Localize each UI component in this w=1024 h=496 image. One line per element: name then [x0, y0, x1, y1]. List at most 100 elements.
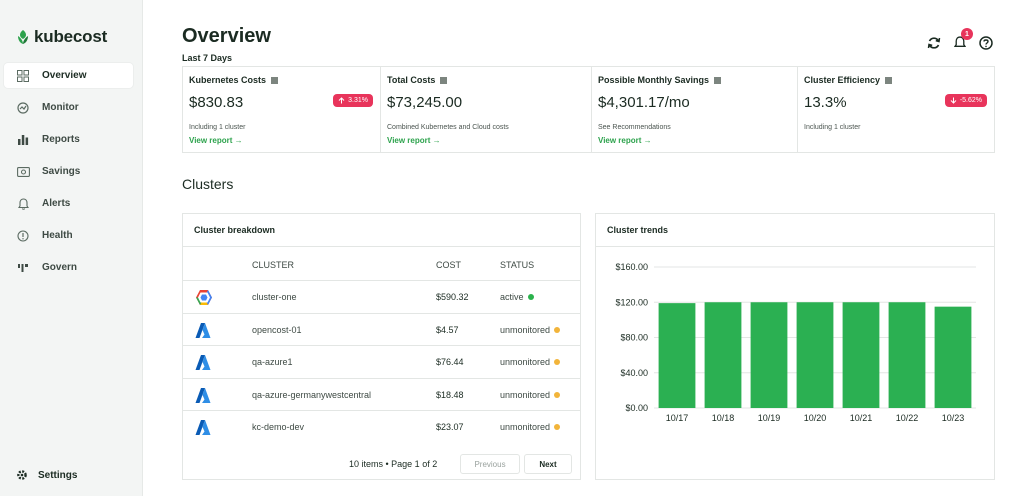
table-row[interactable]: cluster-one $590.32 active — [183, 281, 580, 314]
azure-icon — [195, 387, 213, 404]
kpi-title-text: Total Costs — [387, 75, 436, 85]
arrow-up-icon — [338, 97, 345, 104]
cluster-cost: $4.57 — [436, 324, 459, 335]
cluster-name: qa-azure1 — [252, 357, 293, 367]
x-tick-label: 10/21 — [850, 413, 873, 423]
sidebar-item-overview[interactable]: Overview — [4, 63, 133, 88]
y-tick-label: $120.00 — [615, 297, 648, 307]
sidebar-item-label: Monitor — [42, 102, 79, 113]
info-icon[interactable] — [440, 76, 448, 84]
column-header-cluster[interactable]: CLUSTER — [252, 260, 295, 270]
kpi-change-badge: 3.31% — [333, 94, 373, 107]
info-icon[interactable] — [271, 76, 279, 84]
info-icon[interactable] — [714, 76, 722, 84]
bar-10-22[interactable] — [888, 302, 926, 408]
cluster-status: unmonitored — [500, 389, 561, 400]
status-text: active — [500, 292, 524, 302]
cluster-cost: $18.48 — [436, 389, 464, 400]
view-report-link[interactable]: View report → — [189, 136, 243, 145]
sidebar-item-govern[interactable]: Govern — [4, 255, 133, 280]
gauge-icon — [16, 101, 30, 115]
kpi-title: Cluster Efficiency — [804, 75, 893, 85]
bar-chart-icon — [16, 133, 30, 147]
cluster-cost: $23.07 — [436, 422, 464, 432]
bar-10-18[interactable] — [704, 302, 742, 408]
gcp-icon — [195, 289, 213, 306]
bar-10-23[interactable] — [934, 306, 972, 408]
next-button[interactable]: Next — [524, 454, 572, 474]
page-title: Overview — [182, 25, 271, 47]
table-row[interactable]: opencost-01 $4.57 unmonitored — [183, 314, 580, 346]
view-report-link[interactable]: View report → — [598, 136, 652, 145]
kpi-kubernetes-costs: Kubernetes Costs $830.83 3.31% Including… — [183, 67, 381, 152]
sidebar-item-savings[interactable]: Savings — [4, 159, 133, 184]
sidebar-item-monitor[interactable]: Monitor — [4, 95, 133, 120]
kpi-cards: Kubernetes Costs $830.83 3.31% Including… — [182, 66, 995, 153]
azure-icon — [195, 322, 213, 339]
bar-10-19[interactable] — [750, 302, 788, 408]
sidebar-item-reports[interactable]: Reports — [4, 127, 133, 152]
grid-icon — [16, 69, 30, 83]
status-text: unmonitored — [500, 389, 551, 400]
x-tick-label: 10/19 — [758, 413, 781, 423]
sidebar-nav: Overview Monitor Reports Savings Alerts — [4, 63, 133, 287]
view-report-link[interactable]: View report → — [387, 136, 441, 145]
kpi-title-text: Kubernetes Costs — [189, 75, 267, 85]
cluster-breakdown-panel: Cluster breakdown CLUSTER COST STATUS cl… — [182, 213, 581, 480]
status-text: unmonitored — [500, 357, 551, 367]
brand-name: kubecost — [34, 27, 108, 46]
panel-title: Cluster breakdown — [183, 214, 580, 247]
azure-icon — [195, 354, 213, 371]
info-icon[interactable] — [885, 76, 893, 84]
notifications-icon[interactable]: 1 — [951, 28, 973, 51]
sidebar-item-settings[interactable]: Settings — [16, 469, 77, 481]
sidebar-item-label: Govern — [42, 262, 78, 273]
alert-circle-icon — [16, 229, 30, 243]
sidebar-item-alerts[interactable]: Alerts — [4, 191, 133, 216]
notification-badge: 1 — [961, 28, 973, 40]
cluster-trends-panel: Cluster trends $0.00 $40.00 $80.00 $120.00 $… — [595, 213, 995, 480]
date-range-label: Last 7 Days — [182, 53, 233, 63]
cluster-status: active — [500, 292, 534, 302]
gear-icon — [17, 470, 27, 480]
table-row[interactable]: qa-azure1 $76.44 unmonitored — [183, 346, 580, 379]
pagination-info: 10 items • Page 1 of 2 — [349, 459, 438, 469]
status-text: unmonitored — [500, 324, 551, 335]
previous-button[interactable]: Previous — [460, 454, 520, 474]
x-tick-label: 10/20 — [804, 413, 827, 423]
help-icon[interactable] — [977, 34, 994, 51]
table-row[interactable]: kc-demo-dev $23.07 unmonitored — [183, 411, 580, 444]
status-dot — [554, 359, 561, 365]
kpi-note: Combined Kubernetes and Cloud costs — [387, 124, 509, 131]
bar-10-21[interactable] — [842, 302, 880, 408]
y-tick-label: $0.00 — [625, 403, 648, 413]
bell-icon — [16, 197, 30, 211]
kpi-title: Possible Monthly Savings — [598, 75, 722, 85]
arrow-down-icon — [950, 97, 957, 104]
kpi-possible-monthly-savings: Possible Monthly Savings $4,301.17/mo Se… — [592, 67, 798, 152]
status-dot — [527, 294, 534, 300]
pagination: 10 items • Page 1 of 2 Previous Next — [183, 445, 580, 479]
cluster-status: unmonitored — [500, 357, 561, 367]
bar-10-17[interactable] — [658, 303, 696, 408]
y-tick-label: $80.00 — [620, 333, 648, 343]
kpi-cluster-efficiency: Cluster Efficiency 13.3% -5.62% Includin… — [798, 67, 994, 152]
kubecost-logo-icon — [18, 30, 28, 44]
sidebar-item-health[interactable]: Health — [4, 223, 133, 248]
column-header-cost[interactable]: COST — [436, 260, 462, 270]
cluster-trends-chart: $0.00 $40.00 $80.00 $120.00 $160.00 10/17 10/1… — [615, 262, 976, 423]
y-tick-label: $160.00 — [615, 262, 648, 272]
kpi-value: $830.83 — [189, 94, 244, 111]
header-actions: 1 — [925, 28, 994, 51]
cluster-status: unmonitored — [500, 422, 561, 432]
azure-icon — [195, 419, 213, 436]
cluster-status: unmonitored — [500, 324, 561, 335]
kpi-title: Total Costs — [387, 75, 448, 85]
column-header-status[interactable]: STATUS — [500, 260, 535, 270]
bar-10-20[interactable] — [796, 302, 834, 408]
table-row[interactable]: qa-azure-germanywestcentral $18.48 unmon… — [183, 379, 580, 411]
x-tick-label: 10/23 — [942, 413, 965, 423]
refresh-icon[interactable] — [925, 34, 942, 51]
brand-logo[interactable]: kubecost — [16, 27, 107, 47]
kpi-value: $73,245.00 — [387, 94, 463, 111]
